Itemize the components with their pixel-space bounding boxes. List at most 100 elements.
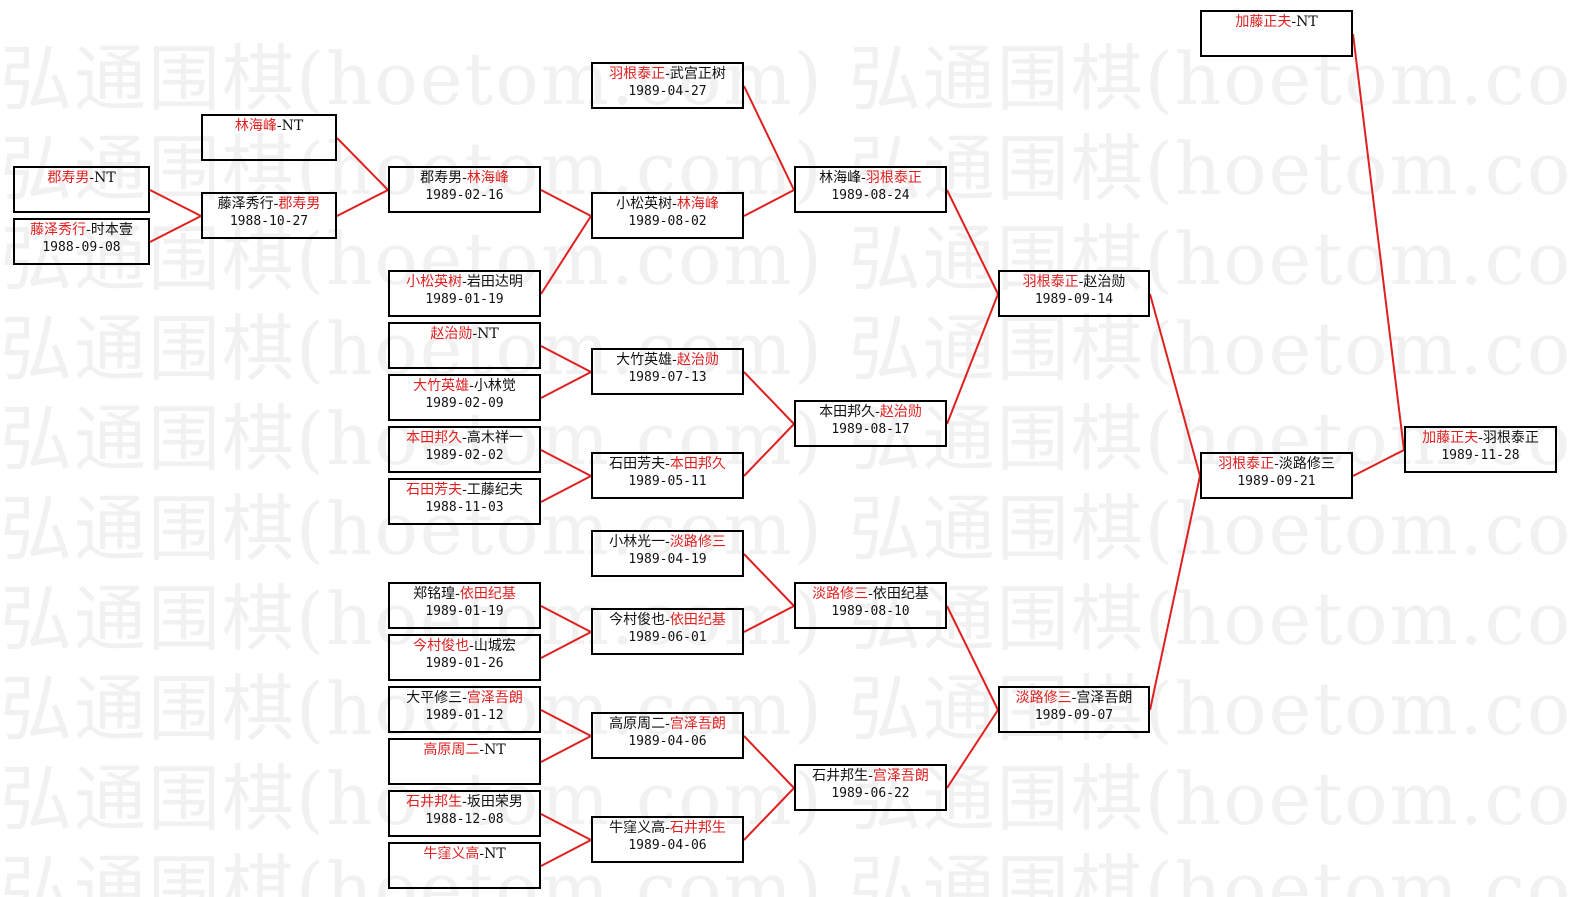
player-1: 今村俊也 (609, 612, 666, 628)
player-2: 宫泽吾朗 (669, 716, 726, 732)
separator: - (469, 378, 474, 394)
match-box-e3: 淡路修三-依田纪基 1989-08-10 (794, 582, 947, 629)
separator: - (868, 768, 873, 784)
player-2: 淡路修三 (1278, 456, 1335, 472)
player-1: 小松英树 (616, 196, 673, 212)
match-players: 郑铭瑝-依田纪基 (390, 585, 539, 603)
separator: - (1291, 14, 1297, 30)
separator: - (665, 534, 670, 550)
player-1: 羽根泰正 (1218, 456, 1275, 472)
match-players: 小松英树-林海峰 (593, 195, 742, 213)
match-players: 大竹英雄-小林觉 (390, 377, 539, 395)
match-box-e1: 林海峰-羽根泰正 1989-08-24 (794, 166, 947, 213)
player-1: 牛窪义高 (609, 820, 666, 836)
match-players: 林海峰-NT (203, 117, 335, 135)
player-2: 依田纪基 (872, 586, 929, 602)
separator: - (462, 170, 467, 186)
player-2: NT (484, 742, 506, 758)
player-2: 宫泽吾朗 (1076, 690, 1133, 706)
player-1: 藤泽秀行 (217, 196, 274, 212)
match-date: 1989-09-07 (1034, 708, 1114, 723)
match-date: 1989-01-26 (425, 656, 504, 671)
match-players: 石田芳夫-工藤纪夫 (390, 481, 539, 499)
connector-d8-to-e4 (743, 787, 795, 841)
player-2: 依田纪基 (669, 612, 726, 628)
match-date: 1989-04-06 (628, 734, 707, 749)
match-box-b1: 林海峰-NT (201, 114, 337, 161)
match-players: 高原周二-NT (390, 741, 539, 759)
match-date: 1989-04-27 (628, 84, 707, 99)
player-2: NT (484, 846, 506, 862)
connector-e3-to-f2 (946, 605, 999, 711)
player-1: 羽根泰正 (609, 66, 666, 82)
player-1: 高原周二 (609, 716, 666, 732)
separator: - (462, 430, 467, 446)
match-box-d1: 羽根泰正-武宫正树 1989-04-27 (591, 62, 744, 109)
connector-c4-to-d3 (540, 371, 592, 399)
separator: - (1478, 430, 1483, 446)
match-players: 加藤正夫-NT (1202, 13, 1351, 31)
match-date: 1989-01-19 (425, 604, 504, 619)
match-date: 1989-02-16 (425, 188, 504, 203)
match-box-a2: 藤泽秀行-时本壹 1988-09-08 (13, 218, 150, 265)
player-1: 加藤正夫 (1235, 14, 1292, 30)
connector-c1-to-d2 (540, 189, 592, 217)
separator: - (665, 820, 670, 836)
player-1: 羽根泰正 (1022, 274, 1079, 290)
match-players: 牛窪义高-NT (390, 845, 539, 863)
player-2: NT (281, 118, 304, 134)
separator: - (665, 66, 670, 82)
player-1: 大平修三 (406, 690, 463, 706)
connector-d2-to-e1 (743, 189, 795, 217)
match-players: 高原周二-宫泽吾朗 (593, 715, 742, 733)
connector-d7-to-e4 (743, 735, 795, 789)
separator: - (665, 612, 670, 628)
match-players: 羽根泰正-赵治勋 (1000, 273, 1148, 291)
separator: - (665, 716, 670, 732)
match-box-g2: 羽根泰正-淡路修三 1989-09-21 (1200, 452, 1353, 499)
player-2: 本田邦久 (669, 456, 726, 472)
player-1: 小林光一 (609, 534, 666, 550)
player-2: 工藤纪夫 (466, 482, 523, 498)
separator: - (672, 352, 677, 368)
connector-d1-to-e1 (743, 85, 795, 191)
player-1: 石井邦生 (406, 794, 463, 810)
match-box-c3: 赵治勋-NT (388, 322, 541, 369)
match-players: 本田邦久-赵治勋 (796, 403, 945, 421)
match-players: 羽根泰正-武宫正树 (593, 65, 742, 83)
match-players: 本田邦久-高木祥一 (390, 429, 539, 447)
match-box-b2: 藤泽秀行-郡寿男 1988-10-27 (201, 192, 337, 239)
match-box-e4: 石井邦生-宫泽吾朗 1989-06-22 (794, 764, 947, 811)
player-1: 赵治勋 (430, 326, 473, 342)
connector-c8-to-d6 (540, 631, 592, 659)
connector-g2-to-h1 (1352, 449, 1405, 477)
match-box-e2: 本田邦久-赵治勋 1989-08-17 (794, 400, 947, 447)
player-2: 高木祥一 (466, 430, 523, 446)
match-box-c10: 高原周二-NT (388, 738, 541, 785)
match-box-d2: 小松英树-林海峰 1989-08-02 (591, 192, 744, 239)
player-2: NT (477, 326, 499, 342)
match-players: 加藤正夫-羽根泰正 (1406, 429, 1555, 447)
player-1: 本田邦久 (819, 404, 876, 420)
match-box-d3: 大竹英雄-赵治勋 1989-07-13 (591, 348, 744, 395)
match-box-d8: 牛窪义高-石井邦生 1989-04-06 (591, 816, 744, 863)
match-box-f2: 淡路修三-宫泽吾朗 1989-09-07 (998, 686, 1150, 733)
separator: - (462, 794, 467, 810)
match-players: 石井邦生-坂田荣男 (390, 793, 539, 811)
player-1: 石田芳夫 (609, 456, 666, 472)
player-2: 郡寿男 (278, 196, 321, 212)
separator: - (861, 170, 866, 186)
match-box-c2: 小松英树-岩田达明 1989-01-19 (388, 270, 541, 317)
match-date: 1989-04-06 (628, 838, 707, 853)
player-1: 郡寿男 (47, 170, 90, 186)
connector-b1-to-c1 (336, 137, 389, 191)
player-2: 时本壹 (90, 222, 133, 238)
separator: - (479, 742, 485, 758)
separator: - (479, 846, 485, 862)
match-box-a1: 郡寿男-NT (13, 166, 150, 213)
match-date: 1989-08-17 (831, 422, 910, 437)
match-box-d6: 今村俊也-依田纪基 1989-06-01 (591, 608, 744, 655)
player-2: 武宫正树 (669, 66, 726, 82)
